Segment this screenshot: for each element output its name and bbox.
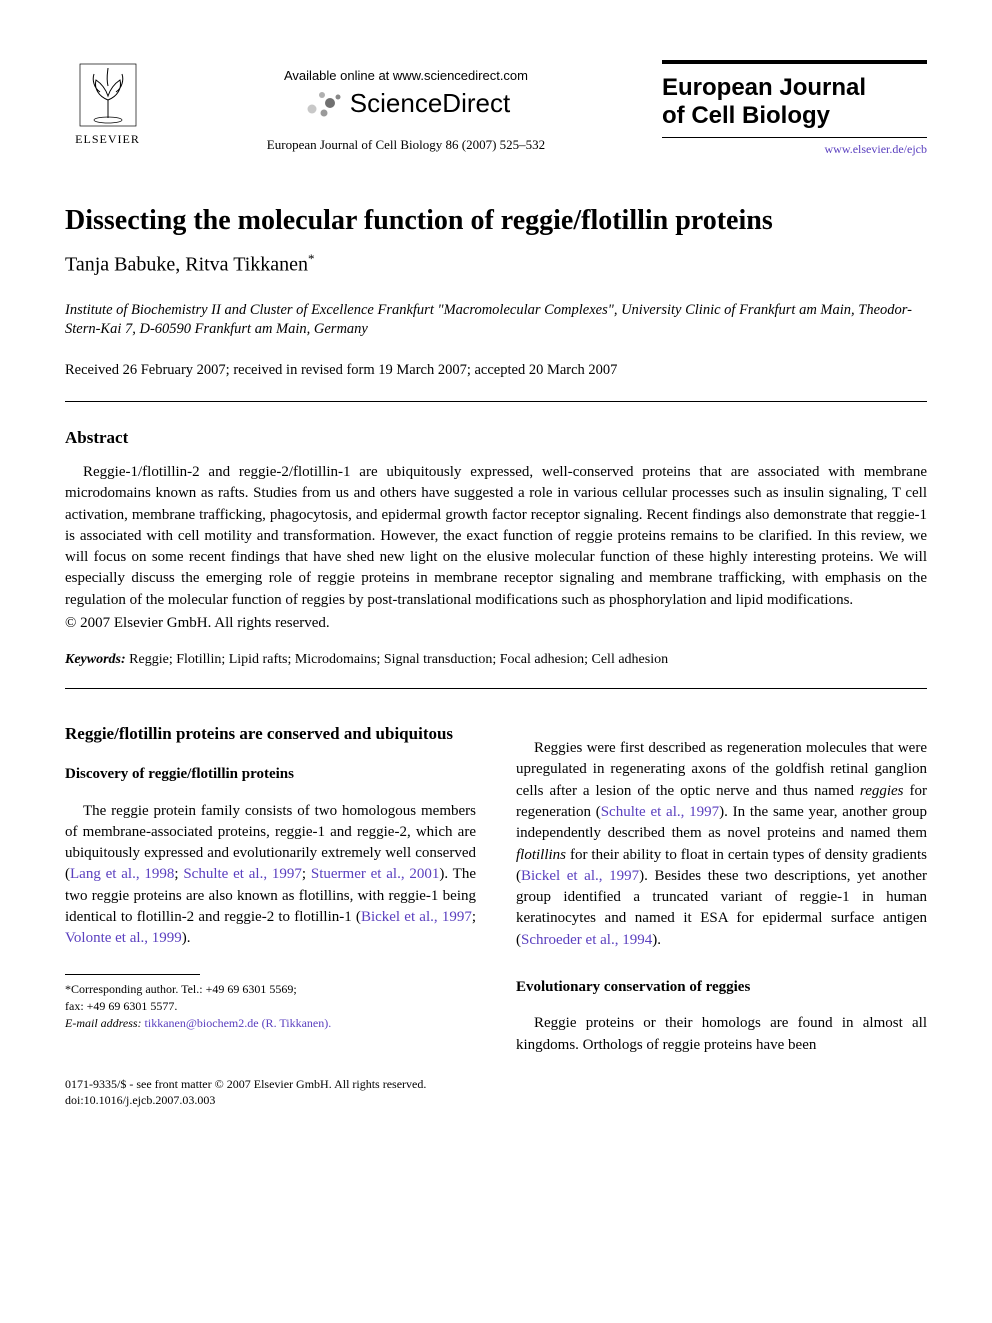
elsevier-tree-icon [76, 60, 140, 130]
col2-para-1: Reggies were first described as regenera… [516, 738, 927, 951]
rule-above-abstract [65, 401, 927, 402]
authors: Tanja Babuke, Ritva Tikkanen* [65, 251, 927, 277]
text-run: ; [302, 866, 311, 882]
citation-link[interactable]: Bickel et al., 1997 [361, 909, 472, 925]
section-heading-3: Evolutionary conservation of reggies [516, 977, 927, 998]
elsevier-label: ELSEVIER [65, 132, 150, 147]
journal-url[interactable]: www.elsevier.de/ejcb [662, 142, 927, 157]
journal-rule-bottom [662, 137, 927, 138]
elsevier-logo-block: ELSEVIER [65, 60, 150, 147]
italic-term: flotillins [516, 847, 566, 863]
citation-link[interactable]: Bickel et al., 1997 [521, 868, 639, 884]
title-block: Dissecting the molecular function of reg… [65, 205, 927, 379]
section-heading-1: Reggie/flotillin proteins are conserved … [65, 723, 476, 744]
front-matter-line: 0171-9335/$ - see front matter © 2007 El… [65, 1076, 927, 1092]
journal-title: European Journal of Cell Biology [662, 74, 927, 129]
author-names: Tanja Babuke, Ritva Tikkanen [65, 254, 308, 276]
citation-link[interactable]: Stuermer et al., 2001 [311, 866, 440, 882]
footer-meta: 0171-9335/$ - see front matter © 2007 El… [65, 1076, 927, 1108]
citation-link[interactable]: Schulte et al., 1997 [601, 804, 719, 820]
journal-rule-top [662, 60, 927, 64]
citation-link[interactable]: Schulte et al., 1997 [183, 866, 302, 882]
keywords-line: Keywords: Reggie; Flotillin; Lipid rafts… [65, 652, 927, 668]
sciencedirect-text: ScienceDirect [350, 88, 510, 119]
text-run: ). [652, 932, 661, 948]
citation-link[interactable]: Volonte et al., 1999 [65, 930, 182, 946]
journal-title-line2: of Cell Biology [662, 102, 830, 129]
affiliation: Institute of Biochemistry II and Cluster… [65, 301, 927, 340]
header-row: ELSEVIER Available online at www.science… [65, 60, 927, 157]
keywords-list: Reggie; Flotillin; Lipid rafts; Microdom… [126, 652, 668, 667]
abstract-heading: Abstract [65, 428, 927, 448]
text-run: ; [174, 866, 183, 882]
column-right: Reggies were first described as regenera… [516, 723, 927, 1056]
text-run: ). [182, 930, 191, 946]
rule-below-keywords [65, 688, 927, 689]
email-label: E-mail address: [65, 1016, 142, 1030]
text-run: ; [472, 909, 476, 925]
citation-link[interactable]: Lang et al., 1998 [70, 866, 174, 882]
fax-line: fax: +49 69 6301 5577. [65, 998, 476, 1015]
email-line: E-mail address: tikkanen@biochem2.de (R.… [65, 1015, 476, 1032]
page-container: ELSEVIER Available online at www.science… [0, 0, 992, 1148]
sciencedirect-dots-icon [302, 87, 344, 119]
citation-link[interactable]: Schroeder et al., 1994 [521, 932, 652, 948]
italic-term: reggies [860, 783, 904, 799]
corresponding-marker: * [308, 251, 315, 266]
available-online-text: Available online at www.sciencedirect.co… [150, 68, 662, 83]
col2-para-2: Reggie proteins or their homologs are fo… [516, 1013, 927, 1056]
doi-line: doi:10.1016/j.ejcb.2007.03.003 [65, 1092, 927, 1108]
section-heading-2: Discovery of reggie/flotillin proteins [65, 764, 476, 785]
abstract-body: Reggie-1/flotillin-2 and reggie-2/flotil… [65, 462, 927, 611]
journal-title-line1: European Journal [662, 74, 866, 101]
column-left: Reggie/flotillin proteins are conserved … [65, 723, 476, 1056]
keywords-label: Keywords: [65, 652, 126, 667]
citation-line: European Journal of Cell Biology 86 (200… [150, 137, 662, 153]
article-dates: Received 26 February 2007; received in r… [65, 362, 927, 379]
email-address[interactable]: tikkanen@biochem2.de (R. Tikkanen). [145, 1016, 332, 1030]
footnote-rule [65, 974, 200, 975]
corresponding-author-line: *Corresponding author. Tel.: +49 69 6301… [65, 981, 476, 998]
footnote-block: *Corresponding author. Tel.: +49 69 6301… [65, 981, 476, 1033]
col1-para-1: The reggie protein family consists of tw… [65, 801, 476, 950]
abstract-copyright: © 2007 Elsevier GmbH. All rights reserve… [65, 615, 927, 632]
journal-title-box: European Journal of Cell Biology www.els… [662, 60, 927, 157]
center-header: Available online at www.sciencedirect.co… [150, 60, 662, 153]
sciencedirect-logo: ScienceDirect [150, 87, 662, 119]
article-title: Dissecting the molecular function of reg… [65, 205, 927, 237]
two-column-body: Reggie/flotillin proteins are conserved … [65, 723, 927, 1056]
